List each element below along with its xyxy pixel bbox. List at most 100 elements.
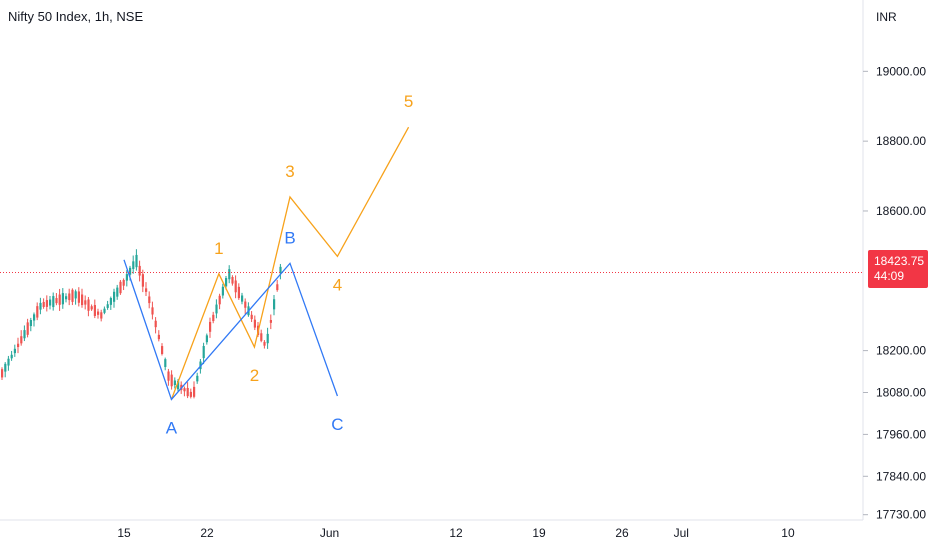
time-tick-label: 12 — [449, 526, 463, 540]
candle-body — [7, 358, 10, 366]
price-tick-label: 17730.00 — [876, 508, 926, 522]
candle-body — [129, 267, 132, 275]
price-tick-label: 18800.00 — [876, 134, 926, 148]
candle-body — [148, 296, 151, 304]
candle-body — [202, 346, 205, 359]
candle-body — [263, 341, 266, 346]
candle-body — [244, 301, 247, 308]
price-tick-label: 19000.00 — [876, 64, 926, 78]
candle-body — [260, 333, 263, 341]
candle-body — [106, 304, 109, 308]
price-tick-label: 17960.00 — [876, 427, 926, 441]
candle-body — [145, 288, 148, 292]
wave-label: 4 — [333, 275, 342, 294]
candle-body — [193, 386, 196, 397]
price-tick-label: 18200.00 — [876, 344, 926, 358]
candle-body — [77, 291, 80, 303]
time-tick-label: 22 — [200, 526, 214, 540]
price-tick-label: 18080.00 — [876, 386, 926, 400]
candle-body — [189, 391, 192, 397]
candle-body — [218, 295, 221, 305]
candle-body — [52, 296, 55, 308]
candle-body — [45, 300, 48, 307]
candle-body — [164, 359, 167, 367]
candle-body — [276, 284, 279, 291]
time-axis: 15 22 Jun 12 19 26 Jul 10 — [0, 519, 863, 540]
candle-body — [26, 322, 29, 335]
candle-body — [68, 293, 71, 301]
candle-body — [215, 304, 218, 314]
wave-label: B — [284, 228, 295, 247]
candle-body — [279, 266, 282, 274]
candle-body — [151, 307, 154, 315]
time-tick-label: Jun — [320, 526, 339, 540]
candle-body — [241, 295, 244, 302]
candle-body — [42, 301, 45, 307]
wave-label: C — [331, 415, 343, 434]
candle-body — [119, 281, 122, 294]
candle-body — [269, 320, 272, 323]
candle-body — [186, 387, 189, 397]
wave-label: 3 — [285, 162, 294, 181]
candle-body — [87, 299, 90, 311]
time-tick-label: 19 — [532, 526, 546, 540]
candle-body — [65, 296, 68, 300]
wave-label: A — [166, 418, 178, 437]
candle-body — [20, 336, 23, 344]
candle-body — [125, 274, 128, 281]
elliott-wave-drawings — [123, 126, 410, 401]
price-tick-label: 18600.00 — [876, 204, 926, 218]
candle-body — [122, 279, 125, 286]
candle-body — [100, 312, 103, 319]
candle-body — [273, 299, 276, 310]
candle-body — [132, 261, 135, 270]
candle-body — [250, 314, 253, 320]
candle-body — [49, 299, 52, 306]
price-axis: 19000.00 18800.00 18600.00 18200.00 18080.00… — [863, 64, 926, 522]
candle-body — [177, 380, 180, 390]
candle-body — [55, 298, 58, 304]
wave-label: 2 — [250, 366, 259, 385]
candle-body — [103, 308, 106, 313]
currency-label: INR — [876, 10, 897, 24]
candle-body — [167, 371, 170, 381]
candle-body — [71, 289, 74, 302]
candle-body — [196, 375, 199, 382]
candle-body — [228, 269, 231, 280]
candle-body — [116, 287, 119, 297]
time-tick-label: 15 — [117, 526, 131, 540]
candle-body — [237, 286, 240, 299]
time-tick-label: Jul — [674, 526, 689, 540]
corrective-wave-line[interactable] — [123, 259, 339, 401]
impulse-wave-line[interactable] — [170, 126, 410, 400]
candle-body — [93, 305, 96, 316]
candle-body — [183, 388, 186, 392]
candle-body — [39, 302, 42, 310]
candle-body — [33, 314, 36, 321]
candle-body — [173, 380, 176, 386]
candle-body — [138, 265, 141, 276]
candle-body — [154, 320, 157, 328]
chart-title: Nifty 50 Index, 1h, NSE — [8, 9, 144, 24]
candle-body — [36, 306, 39, 318]
candle-body — [205, 335, 208, 343]
candle-body — [234, 280, 237, 293]
candle-body — [113, 291, 116, 302]
candle-body — [266, 333, 269, 344]
candle-body — [135, 254, 138, 268]
candle-body — [81, 294, 84, 306]
candlestick-series — [1, 249, 282, 399]
candle-body — [84, 300, 87, 305]
bar-countdown: 44:09 — [874, 269, 905, 283]
candle-body — [157, 334, 160, 340]
candle-body — [23, 330, 26, 339]
candle-body — [209, 321, 212, 332]
candle-body — [161, 346, 164, 355]
candle-body — [61, 293, 64, 305]
last-price-badge: 18423.75 44:09 — [868, 250, 928, 288]
wave-label: 5 — [404, 92, 413, 111]
candle-body — [10, 354, 13, 359]
candle-body — [1, 369, 4, 378]
